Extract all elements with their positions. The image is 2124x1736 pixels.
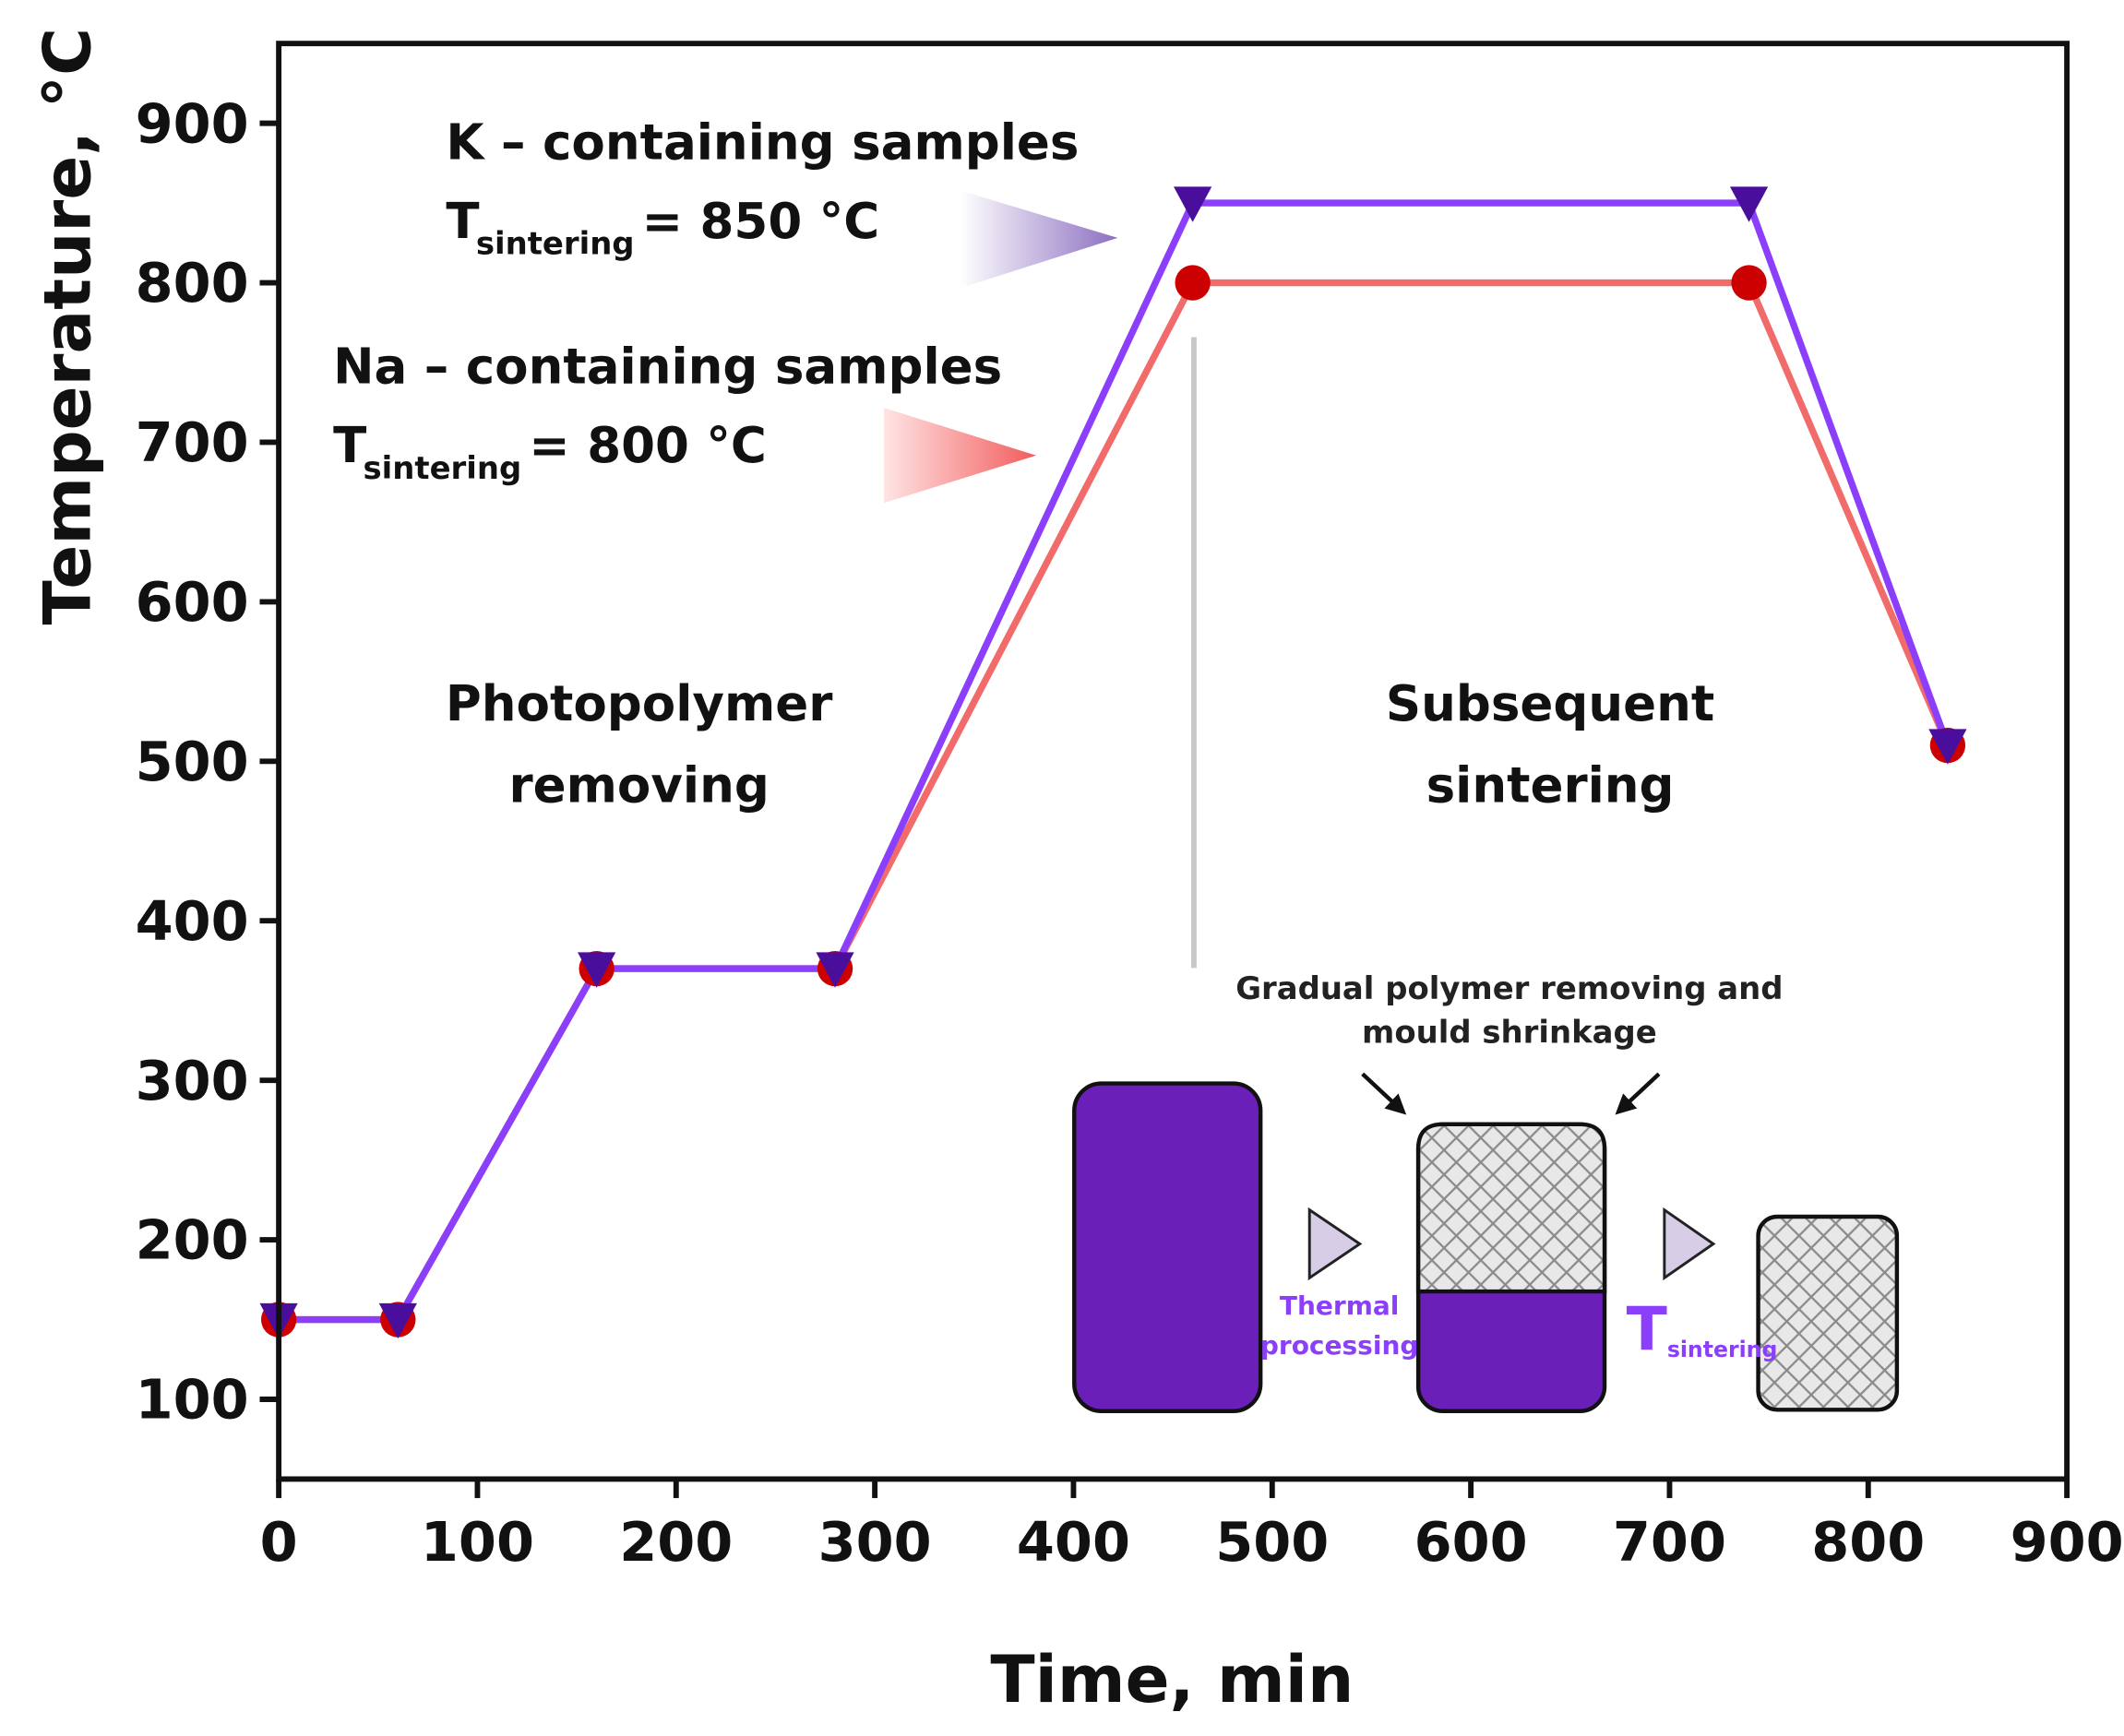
y-tick-label: 700 xyxy=(136,410,249,474)
y-axis-label: Temperature, °C xyxy=(29,28,105,625)
marker xyxy=(1731,265,1767,301)
x-tick-label: 700 xyxy=(1613,1510,1726,1574)
sample-sintered xyxy=(1756,1214,1900,1412)
marker xyxy=(378,1302,417,1339)
pointer xyxy=(883,408,1036,504)
x-tick-label: 200 xyxy=(619,1510,733,1574)
y-tick-label: 900 xyxy=(136,91,249,155)
stage-label: Subsequent xyxy=(1386,675,1714,732)
y-tick-label: 100 xyxy=(136,1368,249,1432)
sinter-value: = 800 °C xyxy=(529,417,767,474)
sinter-subscript: sintering xyxy=(363,450,521,486)
arrow xyxy=(1361,1072,1407,1115)
x-axis-label: Time, min xyxy=(990,1641,1354,1718)
marker xyxy=(1729,186,1769,222)
sample-block xyxy=(1072,1081,1263,1413)
series-label: K – containing samples xyxy=(446,113,1079,171)
sinter-subscript: sintering xyxy=(476,226,635,262)
marker xyxy=(578,952,616,988)
stage-label: sintering xyxy=(1426,757,1675,814)
y-tick-label: 300 xyxy=(136,1049,249,1112)
y-tick-label: 600 xyxy=(136,570,249,634)
step-symbol: T xyxy=(1627,1295,1667,1364)
stage-label: Photopolymer xyxy=(446,675,832,732)
sample-porous xyxy=(1415,1122,1607,1294)
x-tick-label: 400 xyxy=(1017,1510,1130,1574)
step-label: Thermal xyxy=(1280,1290,1400,1321)
step-label: processing xyxy=(1260,1330,1419,1361)
stage-label: removing xyxy=(508,757,769,814)
x-tick-label: 300 xyxy=(818,1510,932,1574)
x-tick-label: 900 xyxy=(2011,1510,2124,1574)
inset: Gradual polymer removing and mould shrin… xyxy=(1072,970,1900,1413)
sinter-symbol: T xyxy=(333,417,366,474)
series-label: Na – containing samples xyxy=(333,339,1002,396)
x-tick-label: 500 xyxy=(1215,1510,1329,1574)
x-tick-label: 100 xyxy=(421,1510,534,1574)
x-tick-label: 800 xyxy=(1811,1510,1925,1574)
inset-caption: mould shrinkage xyxy=(1362,1014,1657,1050)
pointer xyxy=(960,190,1118,289)
step-arrow xyxy=(1307,1207,1363,1281)
y-tick-label: 800 xyxy=(136,251,249,315)
marker xyxy=(816,952,854,988)
marker xyxy=(1175,265,1211,301)
plot-frame xyxy=(276,41,2070,1482)
x-tick-label: 0 xyxy=(260,1510,298,1574)
sinter-symbol: T xyxy=(446,193,479,250)
step-arrow xyxy=(1663,1207,1716,1281)
y-tick-label: 500 xyxy=(136,730,249,793)
arrow xyxy=(1615,1072,1661,1115)
sinter-value: = 850 °C xyxy=(642,193,880,250)
y-tick-label: 200 xyxy=(136,1208,249,1272)
step-subscript: sintering xyxy=(1667,1337,1778,1362)
x-tick-label: 600 xyxy=(1414,1510,1528,1574)
marker xyxy=(1928,729,1967,765)
inset-caption: Gradual polymer removing and xyxy=(1235,970,1783,1006)
marker xyxy=(1174,186,1212,222)
y-tick-label: 400 xyxy=(136,889,249,953)
